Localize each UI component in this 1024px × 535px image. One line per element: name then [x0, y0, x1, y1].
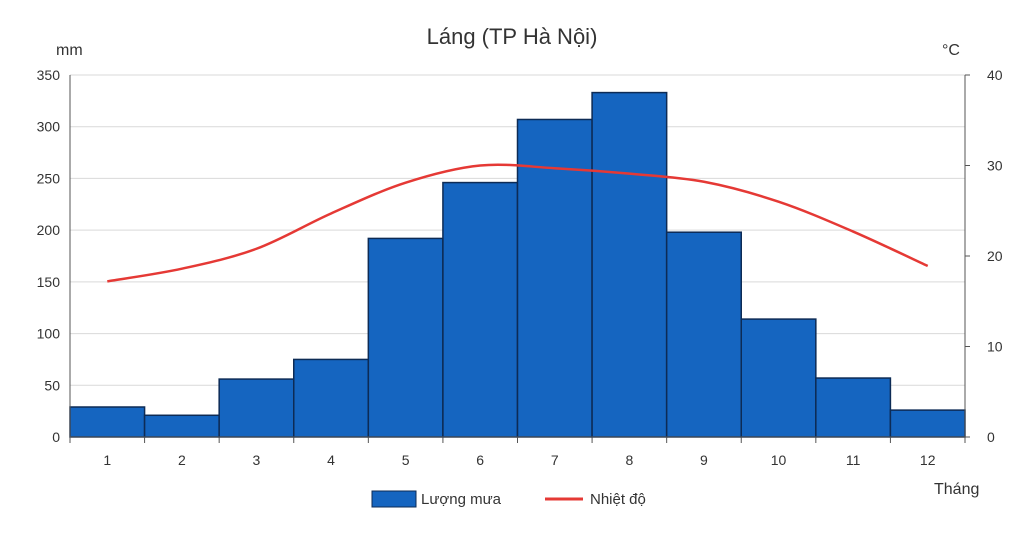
x-tick-label: 3: [253, 452, 261, 468]
rainfall-bar: [591, 91, 668, 438]
right-tick-label: 0: [987, 429, 995, 445]
x-tick-label: 4: [327, 452, 335, 468]
left-tick-label: 50: [44, 377, 60, 393]
right-axis-unit: °C: [942, 42, 960, 59]
x-tick-label: 12: [920, 452, 936, 468]
x-tick-label: 2: [178, 452, 186, 468]
right-tick-label: 10: [987, 339, 1003, 355]
right-tick-label: 40: [987, 67, 1003, 83]
temperature-line-layer: [107, 163, 929, 283]
legend-label-rainfall: Lượng mưa: [421, 491, 502, 508]
x-tick-label: 5: [402, 452, 410, 468]
legend-label-temperature: Nhiệt độ: [590, 491, 646, 508]
x-tick-label: 7: [551, 452, 559, 468]
rainfall-bar: [516, 118, 593, 438]
left-tick-label: 100: [37, 326, 61, 342]
x-tick-label: 9: [700, 452, 708, 468]
rainfall-bar: [367, 237, 444, 438]
x-tick-label: 6: [476, 452, 484, 468]
left-tick-label: 350: [37, 67, 61, 83]
left-tick-label: 200: [37, 222, 61, 238]
temperature-line: [107, 163, 929, 283]
rainfall-bar: [889, 409, 966, 438]
rainfall-bar: [143, 414, 220, 438]
legend-swatch-rainfall: [371, 490, 417, 508]
rainfall-bar: [293, 358, 370, 438]
left-tick-label: 250: [37, 170, 61, 186]
rainfall-bar: [740, 318, 817, 438]
rainfall-bar: [69, 406, 146, 438]
rainfall-bar: [442, 181, 519, 438]
rainfall-bar: [815, 377, 892, 438]
right-tick-label: 20: [987, 248, 1003, 264]
chart-title: Láng (TP Hà Nội): [427, 24, 598, 49]
rainfall-bar: [665, 231, 743, 438]
rainfall-bar: [218, 378, 295, 438]
left-tick-label: 150: [37, 274, 61, 290]
x-tick-label: 8: [625, 452, 633, 468]
x-axis-label: Tháng: [934, 481, 979, 498]
left-axis-unit: mm: [56, 42, 83, 59]
left-tick-label: 0: [52, 429, 60, 445]
right-tick-label: 30: [987, 158, 1003, 174]
x-tick-label: 1: [103, 452, 111, 468]
left-tick-label: 300: [37, 119, 61, 135]
x-tick-label: 11: [846, 452, 861, 468]
x-tick-label: 10: [771, 452, 787, 468]
legend: Lượng mưa Nhiệt độ: [371, 490, 646, 508]
axes: [69, 74, 970, 443]
